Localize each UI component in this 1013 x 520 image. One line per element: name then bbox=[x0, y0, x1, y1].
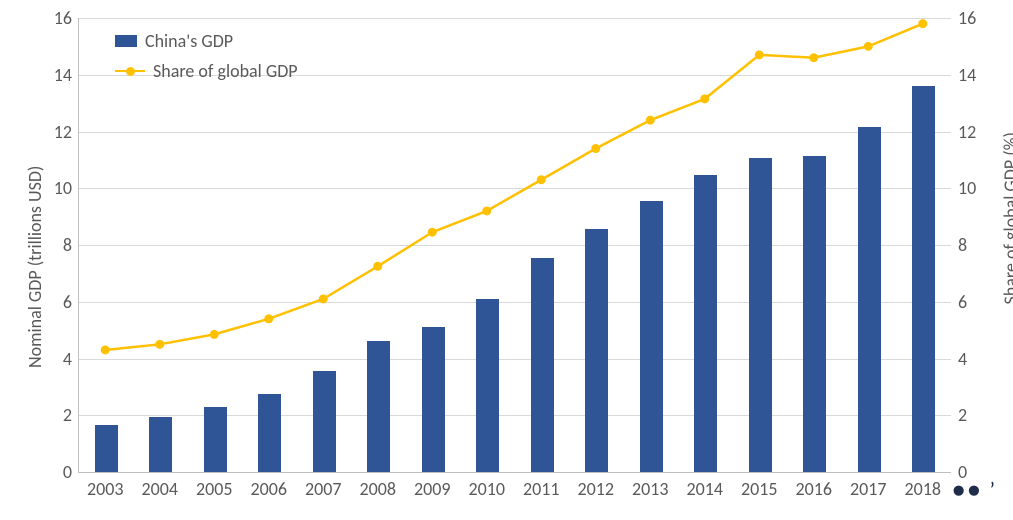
bar bbox=[422, 327, 445, 472]
y-left-tick: 0 bbox=[42, 461, 72, 483]
bar bbox=[149, 417, 172, 472]
bar bbox=[313, 371, 336, 472]
y-left-tick: 14 bbox=[42, 64, 72, 86]
legend-swatch-line bbox=[115, 64, 145, 78]
y-left-tick: 10 bbox=[42, 177, 72, 199]
y-right-tick: 16 bbox=[958, 7, 976, 29]
y-left-tick: 4 bbox=[42, 348, 72, 370]
bar bbox=[803, 156, 826, 472]
legend-swatch-bar bbox=[115, 35, 137, 47]
y-right-tick: 14 bbox=[958, 64, 976, 86]
y-left-tick: 6 bbox=[42, 291, 72, 313]
x-tick: 2018 bbox=[905, 478, 942, 500]
x-tick: 2008 bbox=[360, 478, 397, 500]
chart-legend: China's GDP Share of global GDP bbox=[115, 30, 298, 82]
y-right-tick: 10 bbox=[958, 177, 976, 199]
plot-area bbox=[78, 18, 951, 473]
gridline bbox=[79, 132, 951, 133]
y-right-tick: 6 bbox=[958, 291, 967, 313]
gdp-chart: China's GDP Share of global GDP Nominal … bbox=[0, 0, 1013, 520]
y-right-tick: 0 bbox=[958, 461, 967, 483]
bar bbox=[640, 201, 663, 472]
x-tick: 2012 bbox=[578, 478, 615, 500]
x-tick: 2013 bbox=[632, 478, 669, 500]
y-right-tick: 12 bbox=[958, 121, 976, 143]
x-tick: 2016 bbox=[796, 478, 833, 500]
bar bbox=[95, 425, 118, 472]
gridline bbox=[79, 18, 951, 19]
legend-item-share: Share of global GDP bbox=[115, 60, 298, 82]
x-tick: 2017 bbox=[850, 478, 887, 500]
x-tick: 2015 bbox=[741, 478, 778, 500]
x-tick: 2010 bbox=[469, 478, 506, 500]
x-tick: 2004 bbox=[142, 478, 179, 500]
y-right-tick: 2 bbox=[958, 404, 967, 426]
y-left-tick: 2 bbox=[42, 404, 72, 426]
y-axis-right-label: Share of global GDP (%) bbox=[999, 132, 1013, 304]
bar bbox=[694, 175, 717, 472]
bar bbox=[204, 407, 227, 472]
x-tick: 2003 bbox=[87, 478, 124, 500]
y-left-tick: 16 bbox=[42, 7, 72, 29]
bar bbox=[858, 127, 881, 472]
bar bbox=[476, 299, 499, 472]
y-left-tick: 8 bbox=[42, 234, 72, 256]
x-tick: 2009 bbox=[414, 478, 451, 500]
x-tick: 2007 bbox=[305, 478, 342, 500]
bar bbox=[749, 158, 772, 472]
y-left-tick: 12 bbox=[42, 121, 72, 143]
bar bbox=[367, 341, 390, 472]
x-tick: 2014 bbox=[687, 478, 724, 500]
bar bbox=[258, 394, 281, 472]
y-right-tick: 4 bbox=[958, 348, 967, 370]
legend-label-gdp: China's GDP bbox=[145, 30, 233, 52]
bar bbox=[531, 258, 554, 472]
x-tick: 2005 bbox=[196, 478, 233, 500]
x-tick: 2006 bbox=[251, 478, 288, 500]
bar bbox=[912, 86, 935, 472]
x-tick: 2011 bbox=[523, 478, 560, 500]
legend-item-gdp: China's GDP bbox=[115, 30, 298, 52]
legend-label-share: Share of global GDP bbox=[153, 60, 298, 82]
bar bbox=[585, 229, 608, 472]
y-right-tick: 8 bbox=[958, 234, 967, 256]
